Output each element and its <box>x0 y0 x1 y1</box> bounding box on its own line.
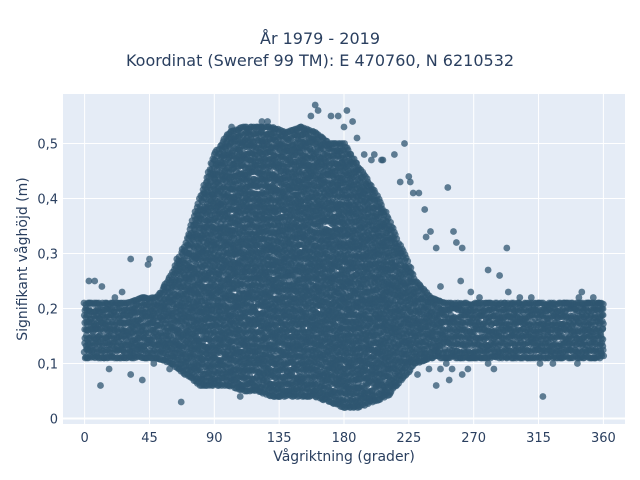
scatter-points <box>80 101 608 411</box>
chart-title-line2: Koordinat (Sweref 99 TM): E 470760, N 62… <box>125 51 515 70</box>
chart-title-line1: År 1979 - 2019 <box>260 29 380 48</box>
